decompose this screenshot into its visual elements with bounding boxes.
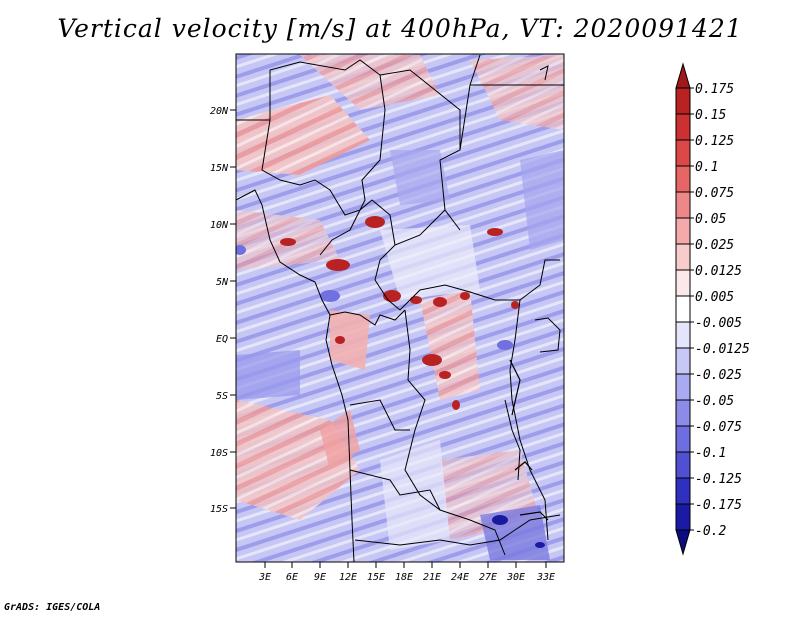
colorbar-segment: [675, 321, 691, 349]
colorbar-segment: [675, 477, 691, 505]
coastlines-borders: [236, 54, 564, 562]
colorbar-segment: [675, 503, 691, 531]
latitude-axis: [230, 109, 236, 509]
lon-label-30e: 30E: [506, 572, 525, 583]
colorbar-segment: [675, 191, 691, 219]
lon-label-33e: 33E: [536, 572, 555, 583]
lat-label-20n: 20N: [210, 106, 229, 117]
colorbar-label: -0.1: [695, 446, 726, 461]
colorbar-label: -0.125: [695, 472, 742, 487]
lat-label-15n: 15N: [210, 163, 229, 174]
grads-credit: GrADS: IGES/COLA: [4, 602, 101, 613]
colorbar-label: 0.075: [695, 186, 734, 201]
colorbar-label: -0.05: [695, 394, 734, 409]
lon-label-21e: 21E: [423, 572, 441, 583]
lat-label-10s: 10S: [210, 448, 228, 459]
lon-label-24e: 24E: [451, 572, 469, 583]
lat-label-15s: 15S: [210, 504, 228, 515]
colorbar-segment: [675, 243, 691, 271]
lat-label-5n: 5N: [216, 277, 229, 288]
colorbar-segment: [675, 451, 691, 479]
colorbar-segment: [675, 373, 691, 401]
colorbar-label: -0.025: [695, 368, 742, 383]
colorbar-cap-top: [675, 62, 691, 89]
colorbar-label: 0.1: [695, 160, 718, 175]
lat-label-5s: 5S: [216, 391, 228, 402]
map-title: Vertical velocity [m/s] at 400hPa, VT: 2…: [57, 14, 743, 43]
colorbar-label: 0.125: [695, 134, 734, 149]
lon-label-12e: 12E: [339, 572, 357, 583]
lon-label-3e: 3E: [258, 572, 271, 583]
velocity-field: [236, 54, 564, 562]
colorbar-segment: [675, 113, 691, 141]
lat-label-10n: 10N: [210, 220, 229, 231]
lon-label-9e: 9E: [314, 572, 326, 583]
colorbar-label: -0.0125: [695, 342, 750, 357]
colorbar-segment: [675, 399, 691, 427]
colorbar-segment: [675, 347, 691, 375]
colorbar-segment: [675, 165, 691, 193]
lon-label-27e: 27E: [479, 572, 497, 583]
lon-label-6e: 6E: [286, 572, 298, 583]
colorbar-label: 0.0125: [695, 264, 742, 279]
colorbar-label: 0.005: [695, 290, 734, 305]
map-frame: [235, 53, 565, 563]
longitude-axis: [264, 562, 547, 568]
colorbar-label: -0.005: [695, 316, 742, 331]
colorbar-label: 0.025: [695, 238, 734, 253]
colorbar-label: 0.15: [695, 108, 726, 123]
colorbar-segment: [675, 269, 691, 297]
colorbar-segment: [675, 87, 691, 115]
colorbar-label: -0.2: [695, 524, 726, 539]
colorbar: 0.175 0.15 0.125 0.1 0.075 0.05 0.025 0.0125 0.0…: [675, 62, 750, 556]
lon-label-15e: 15E: [367, 572, 385, 583]
colorbar-label: -0.175: [695, 498, 742, 513]
colorbar-segment: [675, 217, 691, 245]
colorbar-segment: [675, 139, 691, 167]
colorbar-label: -0.075: [695, 420, 742, 435]
colorbar-cap-bottom: [675, 529, 691, 556]
colorbar-segment: [675, 295, 691, 323]
colorbar-segment: [675, 425, 691, 453]
colorbar-label: 0.05: [695, 212, 726, 227]
colorbar-label: 0.175: [695, 82, 734, 97]
lat-label-eq: EQ: [216, 334, 228, 345]
lon-label-18e: 18E: [395, 572, 413, 583]
